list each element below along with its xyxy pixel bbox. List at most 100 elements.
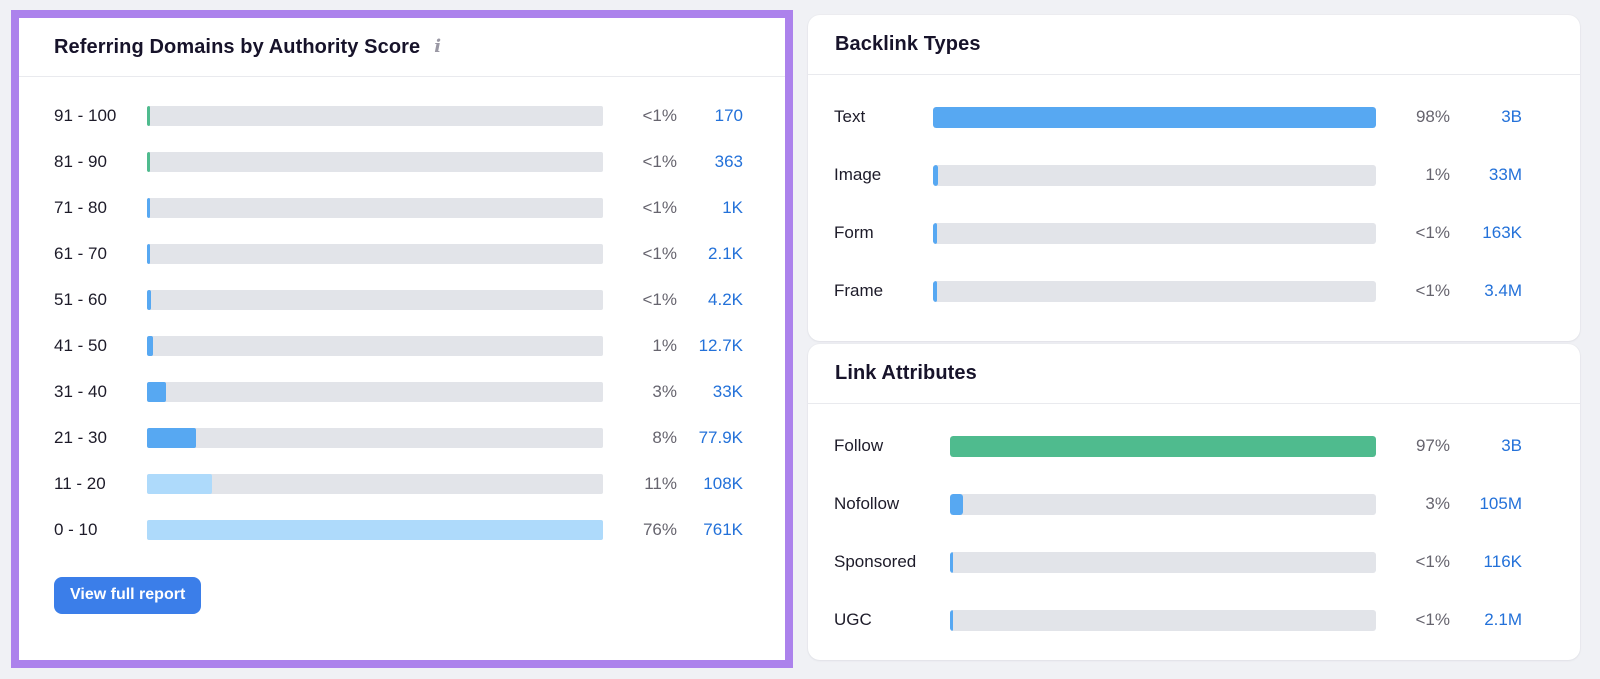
bar-fill <box>933 280 937 302</box>
bar-row-percent: <1% <box>642 106 678 125</box>
bar-row-label: Nofollow <box>834 494 900 513</box>
bar-row-value-link[interactable]: 170 <box>714 106 743 125</box>
bar-fill <box>950 609 954 631</box>
bar-row-label: 11 - 20 <box>54 474 106 493</box>
view-full-report-button[interactable]: View full report <box>54 577 202 614</box>
bar-row: 41 - 50 1% 12.7K <box>54 323 743 369</box>
bar-track <box>933 280 1376 302</box>
bar-row: Image 1% 33M <box>834 146 1522 204</box>
bar-track <box>147 244 603 264</box>
bar-row-value-link[interactable]: 116K <box>1483 552 1522 571</box>
bar-track <box>950 493 1376 515</box>
bar-row-percent: <1% <box>642 290 678 309</box>
bar-row-value-link[interactable]: 77.9K <box>698 428 743 447</box>
bar-row: 11 - 20 11% 108K <box>54 461 743 507</box>
bar-row-label: 21 - 30 <box>54 428 107 447</box>
bar-track <box>950 609 1376 631</box>
bar-row-value-link[interactable]: 12.7K <box>698 336 743 355</box>
bar-row-label: 91 - 100 <box>54 106 117 125</box>
bar-fill <box>933 106 1376 128</box>
bar-track <box>933 164 1376 186</box>
bar-row-percent: 3% <box>652 382 677 401</box>
bar-row-value-link[interactable]: 363 <box>714 152 743 171</box>
bar-track <box>147 152 603 172</box>
bar-fill <box>147 336 153 356</box>
link-attributes-title: Link Attributes <box>835 362 977 384</box>
bar-row-percent: <1% <box>642 244 678 263</box>
bar-fill <box>147 520 603 540</box>
bar-row-percent: <1% <box>1415 610 1451 629</box>
bar-track <box>147 336 603 356</box>
bar-row: 51 - 60 <1% 4.2K <box>54 277 743 323</box>
info-icon[interactable]: i <box>434 36 442 57</box>
referring-domains-title: Referring Domains by Authority Score <box>54 35 421 58</box>
bar-track <box>147 106 603 126</box>
bar-row-value-link[interactable]: 163K <box>1482 223 1522 242</box>
bar-row-percent: <1% <box>1415 552 1451 571</box>
bar-row-value-link[interactable]: 108K <box>703 474 743 493</box>
bar-row-value-link[interactable]: 105M <box>1479 494 1522 513</box>
bar-row-value-link[interactable]: 2.1M <box>1484 610 1522 629</box>
bar-row: Sponsored <1% 116K <box>834 533 1522 591</box>
bar-row-percent: 11% <box>644 474 677 493</box>
bar-row-label: 41 - 50 <box>54 336 107 355</box>
bar-row-percent: 8% <box>652 428 677 447</box>
bar-row-label: UGC <box>834 610 872 629</box>
bar-row: 81 - 90 <1% 363 <box>54 139 743 185</box>
bar-fill <box>147 106 151 126</box>
bar-row: Follow 97% 3B <box>834 417 1522 475</box>
bar-row-label: 31 - 40 <box>54 382 107 401</box>
bar-fill <box>933 222 937 244</box>
bar-row-value-link[interactable]: 761K <box>703 520 743 539</box>
bar-row: Form <1% 163K <box>834 204 1522 262</box>
bar-row-value-link[interactable]: 3B <box>1501 436 1522 455</box>
bar-row-label: Sponsored <box>834 552 917 571</box>
bar-row-percent: 76% <box>642 520 677 539</box>
bar-row-label: Frame <box>834 281 884 300</box>
bar-fill <box>950 551 954 573</box>
bar-row: 21 - 30 8% 77.9K <box>54 415 743 461</box>
link-attributes-header: Link Attributes <box>808 344 1580 404</box>
bar-row-percent: 1% <box>652 336 677 355</box>
backlink-types-card: Backlink Types Text 98% 3B Image 1% 33M … <box>808 15 1580 341</box>
bar-row-value-link[interactable]: 33K <box>712 382 743 401</box>
highlight-annotation: Referring Domains by Authority Score i 9… <box>11 10 793 668</box>
bar-row: 71 - 80 <1% 1K <box>54 185 743 231</box>
bar-row-value-link[interactable]: 3B <box>1501 107 1522 126</box>
bar-fill <box>950 493 964 515</box>
bar-row: 61 - 70 <1% 2.1K <box>54 231 743 277</box>
bar-fill <box>950 435 1376 457</box>
bar-track <box>950 435 1376 457</box>
bar-fill <box>147 382 166 402</box>
bar-fill <box>147 428 197 448</box>
bar-row-percent: <1% <box>642 152 678 171</box>
bar-track <box>147 290 603 310</box>
bar-row-value-link[interactable]: 4.2K <box>708 290 743 309</box>
bar-row: UGC <1% 2.1M <box>834 591 1522 649</box>
bar-row-value-link[interactable]: 2.1K <box>708 244 743 263</box>
bar-track <box>147 198 603 218</box>
bar-row-value-link[interactable]: 1K <box>722 198 743 217</box>
referring-domains-rows: 91 - 100 <1% 170 81 - 90 <1% 363 71 - 80… <box>19 77 785 553</box>
bar-row-percent: 1% <box>1425 165 1450 184</box>
bar-fill <box>147 290 151 310</box>
bar-row-label: 71 - 80 <box>54 198 107 217</box>
bar-row-label: Image <box>834 165 882 184</box>
bar-fill <box>933 164 939 186</box>
bar-row-percent: <1% <box>642 198 678 217</box>
referring-domains-card: Referring Domains by Authority Score i 9… <box>19 18 785 614</box>
bar-fill <box>147 244 151 264</box>
bar-track <box>933 106 1376 128</box>
bar-row-label: Form <box>834 223 874 242</box>
bar-track <box>147 382 603 402</box>
bar-row-label: 61 - 70 <box>54 244 107 263</box>
bar-row-percent: 97% <box>1415 436 1450 455</box>
bar-fill <box>147 198 151 218</box>
bar-row: 91 - 100 <1% 170 <box>54 93 743 139</box>
bar-track <box>950 551 1376 573</box>
bar-row-value-link[interactable]: 3.4M <box>1484 281 1522 300</box>
bar-row: 0 - 10 76% 761K <box>54 507 743 553</box>
bar-row-value-link[interactable]: 33M <box>1488 165 1522 184</box>
bar-row-percent: 98% <box>1415 107 1450 126</box>
